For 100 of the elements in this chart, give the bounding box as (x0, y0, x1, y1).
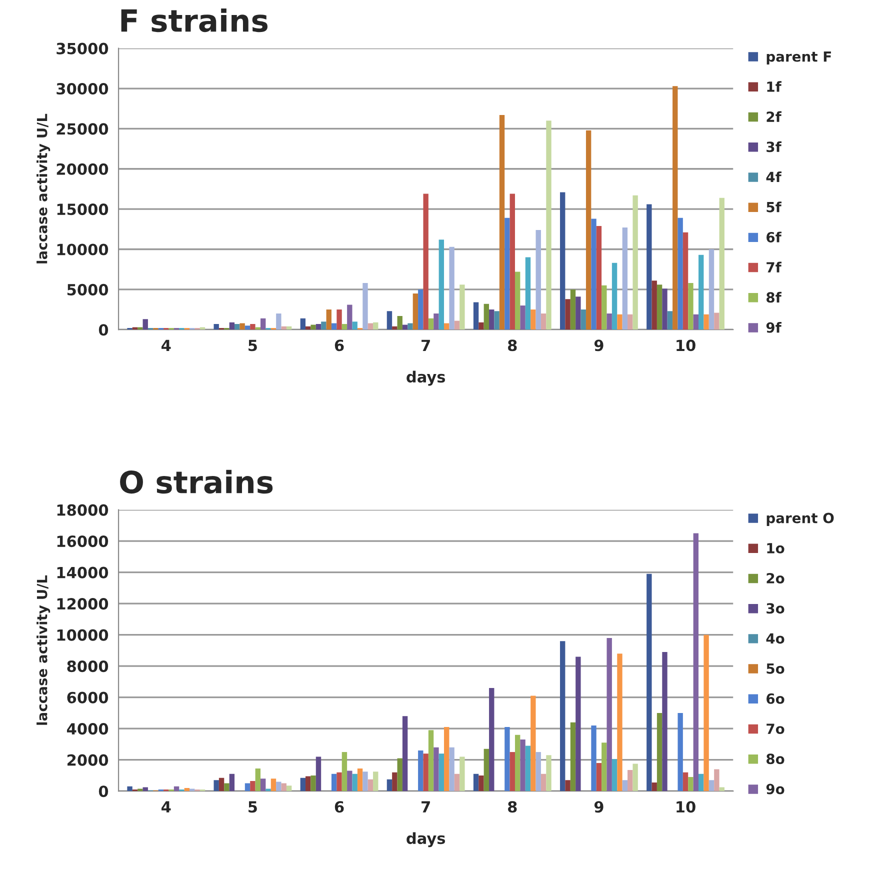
bar (494, 311, 500, 330)
legend-label: 9f (766, 322, 782, 333)
bar (714, 312, 720, 330)
bar (504, 218, 510, 330)
bar (704, 634, 709, 792)
bar (362, 283, 368, 330)
bar (306, 776, 311, 792)
y-tick-label: 30000 (56, 82, 108, 95)
bar (244, 326, 250, 330)
x-tick-label: 4 (162, 801, 171, 812)
bar (617, 654, 622, 792)
bar (489, 688, 494, 792)
bar (397, 316, 402, 330)
bar (656, 284, 662, 330)
bar (218, 778, 224, 792)
bar (514, 734, 520, 792)
bar (310, 324, 316, 330)
bar (214, 324, 219, 330)
bar (255, 768, 260, 792)
bar (402, 716, 408, 792)
bar (428, 318, 434, 330)
bar (286, 786, 292, 792)
bar (347, 304, 352, 330)
bar (229, 774, 235, 792)
y-tick-label: 10000 (57, 244, 108, 256)
bar (628, 770, 633, 792)
chart-title: F strains (121, 8, 268, 32)
bar (704, 314, 709, 330)
x-tick-label: 7 (422, 340, 430, 351)
legend-label: 4o (766, 633, 784, 644)
legend-label: 6f (766, 232, 782, 242)
x-tick-label: 10 (676, 801, 696, 813)
legend-label: 5o (766, 664, 784, 674)
bar (708, 780, 714, 792)
bar (214, 780, 219, 792)
bar (719, 198, 724, 330)
bar (347, 770, 352, 792)
bar (714, 769, 720, 792)
bar (460, 756, 465, 792)
legend-label: 2f (766, 111, 782, 122)
bar (473, 302, 479, 330)
bar (260, 778, 266, 792)
legend-label: 1o (767, 543, 784, 554)
bar (331, 323, 337, 330)
bar (352, 774, 358, 792)
y-tick-label: 35000 (56, 42, 108, 54)
bar (530, 696, 536, 792)
bar (368, 779, 374, 792)
y-tick-label: 0 (98, 786, 108, 798)
bar (300, 778, 306, 792)
x-tick-label: 9 (594, 801, 604, 813)
bar (244, 783, 250, 792)
bar (612, 262, 618, 330)
bar (316, 324, 322, 330)
bar (646, 574, 652, 792)
legend-label: 5f (766, 202, 782, 212)
bar (310, 775, 316, 792)
bar (386, 779, 392, 792)
bar (693, 314, 699, 330)
bar (316, 756, 322, 792)
x-tick-label: 7 (422, 801, 430, 812)
y-tick-label: 18000 (57, 504, 108, 516)
bar (138, 788, 143, 792)
y-tick-label: 5000 (67, 284, 108, 296)
bar (504, 727, 510, 792)
bar (270, 778, 276, 792)
bar (632, 764, 638, 792)
legend-label: 3o (766, 603, 784, 614)
x-tick-label: 6 (334, 801, 344, 813)
bar (423, 194, 428, 330)
bar (596, 762, 602, 792)
bar (622, 780, 628, 792)
bar (688, 283, 694, 330)
y-axis-title: laccase activity U/L (36, 575, 50, 725)
bar (127, 786, 132, 792)
bar (698, 254, 704, 330)
bar (591, 218, 596, 330)
bar (708, 249, 714, 330)
bar (449, 747, 454, 792)
bar (682, 772, 688, 792)
bar (418, 289, 424, 330)
bar (586, 130, 592, 330)
bar (224, 783, 230, 792)
bar (250, 324, 256, 330)
bar (229, 322, 235, 330)
x-tick-label: 8 (508, 340, 517, 352)
bar (454, 320, 460, 330)
bar (281, 326, 286, 330)
bar (434, 314, 439, 330)
y-tick-label: 2000 (67, 754, 108, 766)
bar (698, 774, 704, 792)
bar (478, 775, 484, 792)
bar (652, 280, 657, 330)
bar (138, 327, 143, 330)
bar (397, 758, 402, 792)
bar (540, 774, 546, 792)
bar (286, 326, 292, 330)
bar (132, 327, 138, 330)
bar (540, 314, 546, 330)
bar (392, 326, 398, 330)
